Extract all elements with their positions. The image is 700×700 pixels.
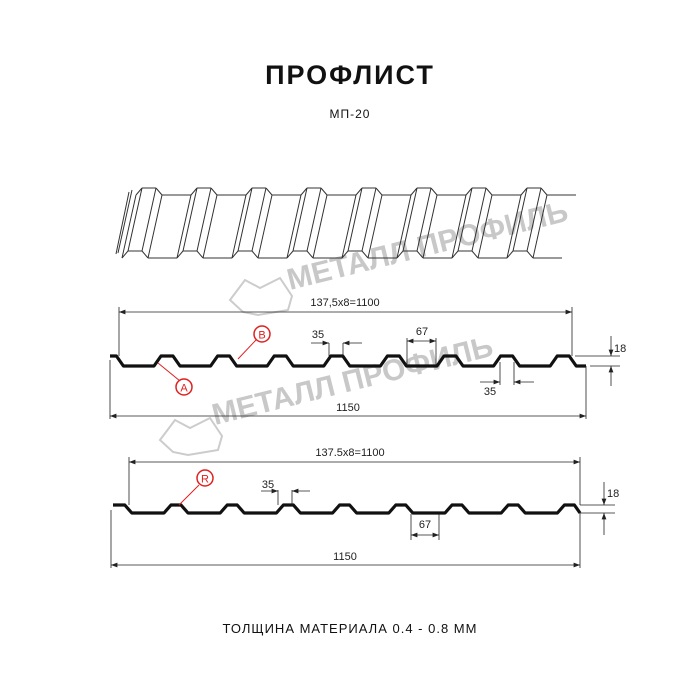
sheet-edge xyxy=(196,187,212,252)
sheet-edge xyxy=(121,194,137,259)
sheet-edge xyxy=(341,250,349,259)
sheet-edge xyxy=(485,187,493,196)
watermark-text: МЕТАЛЛ ПРОФИЛЬ xyxy=(209,330,497,432)
sheet-edge xyxy=(526,187,542,252)
sheet-edge xyxy=(286,250,294,259)
sheet-edge xyxy=(182,187,198,252)
dim-rib-bottom-label: 35 xyxy=(484,386,496,398)
svg-text:A: A xyxy=(180,383,188,395)
sheet-edge xyxy=(245,187,253,196)
sheet-edge xyxy=(147,194,163,259)
sheet-edge xyxy=(115,191,130,255)
sheet-edge xyxy=(300,187,308,196)
sheet-edge xyxy=(396,194,412,259)
sheet-edge xyxy=(251,250,259,259)
sheet-3d-view xyxy=(115,187,576,259)
marker-a: A xyxy=(157,362,193,396)
sheet-edge xyxy=(292,187,308,252)
sheet-edge xyxy=(155,187,163,196)
svg-text:B: B xyxy=(258,330,265,342)
sheet-edge xyxy=(526,250,534,259)
profile-r-line xyxy=(113,503,582,515)
sheet-edge xyxy=(422,194,438,259)
sheet-edge xyxy=(190,187,198,196)
sheet-edge xyxy=(512,187,528,252)
sheet-edge xyxy=(396,250,404,259)
sheet-edge xyxy=(540,187,548,196)
sheet-edge xyxy=(451,194,467,259)
marker-b: B xyxy=(237,325,271,360)
dim-pitch-label: 137.5x8=1100 xyxy=(315,447,384,459)
material-thickness-label: ТОЛЩИНА МАТЕРИАЛА 0.4 - 0.8 ММ xyxy=(222,621,478,636)
sheet-edge xyxy=(361,187,377,252)
sheet-edge xyxy=(520,187,528,196)
watermark-1: МЕТАЛЛ ПРОФИЛЬ xyxy=(228,195,571,317)
sheet-edge xyxy=(231,250,239,259)
sheet-edge xyxy=(265,187,273,196)
sheet-edge xyxy=(341,194,357,259)
sheet-edge xyxy=(176,250,184,259)
sheet-edge xyxy=(465,187,473,196)
sheet-edge xyxy=(231,194,247,259)
sheet-edge xyxy=(430,187,438,196)
sheet-edge xyxy=(532,194,548,259)
sheet-edge xyxy=(286,194,302,259)
sheet-edge xyxy=(471,250,479,259)
profile-a-line xyxy=(110,354,586,368)
sheet-edge xyxy=(135,187,143,196)
sheet-edge xyxy=(416,187,432,252)
sheet-edge xyxy=(361,250,369,259)
sheet-edge xyxy=(141,187,157,252)
dim-rib-top-label: 35 xyxy=(312,329,324,341)
dim-pitch-label: 137,5x8=1100 xyxy=(310,297,379,309)
dim-rib-width-label: 67 xyxy=(419,519,431,531)
sheet-edge xyxy=(196,250,204,259)
sheet-edge xyxy=(210,187,218,196)
sheet-edge xyxy=(141,250,149,259)
svg-text:R: R xyxy=(201,474,209,486)
sheet-edge xyxy=(402,187,418,252)
sheet-edge xyxy=(237,187,253,252)
page-title: ПРОФЛИСТ xyxy=(265,60,435,90)
profile-r: 137.5x8=1100 35 67 18 1150 R xyxy=(110,447,619,568)
sheet-edge xyxy=(127,187,143,252)
sheet-edge xyxy=(477,194,493,259)
sheet-edge xyxy=(471,187,487,252)
sheet-edge xyxy=(375,187,383,196)
profile-a: 137,5x8=1100 35 67 35 18 1150 B xyxy=(109,297,626,419)
dim-rib-top-label: 35 xyxy=(262,479,274,491)
sheet-edge xyxy=(306,187,322,252)
dim-total-width-label: 1150 xyxy=(336,402,360,414)
dim-height-label: 18 xyxy=(614,343,626,355)
dim-rib-width-label: 67 xyxy=(416,326,428,338)
sheet-edge xyxy=(355,187,363,196)
marker-r: R xyxy=(178,469,214,506)
sheet-edge xyxy=(306,250,314,259)
sheet-edge xyxy=(506,250,514,259)
sheet-edge xyxy=(451,250,459,259)
sheet-edge xyxy=(257,194,273,259)
sheet-edge xyxy=(117,189,133,254)
sheet-edge xyxy=(457,187,473,252)
sheet-edge xyxy=(202,194,218,259)
watermark-2: МЕТАЛЛ ПРОФИЛЬ xyxy=(158,330,497,457)
sheet-edge xyxy=(312,194,328,259)
sheet-edge xyxy=(176,194,192,259)
dim-height-label: 18 xyxy=(607,488,619,500)
page-subtitle: МП-20 xyxy=(329,107,371,121)
sheet-edge xyxy=(367,194,383,259)
dim-total-width-label: 1150 xyxy=(333,551,357,563)
sheet-edge xyxy=(320,187,328,196)
sheet-edge xyxy=(347,187,363,252)
sheet-edge xyxy=(416,250,424,259)
sheet-edge xyxy=(410,187,418,196)
sheet-edge xyxy=(251,187,267,252)
sheet-edge xyxy=(506,194,522,259)
sheet-edge xyxy=(121,250,129,259)
